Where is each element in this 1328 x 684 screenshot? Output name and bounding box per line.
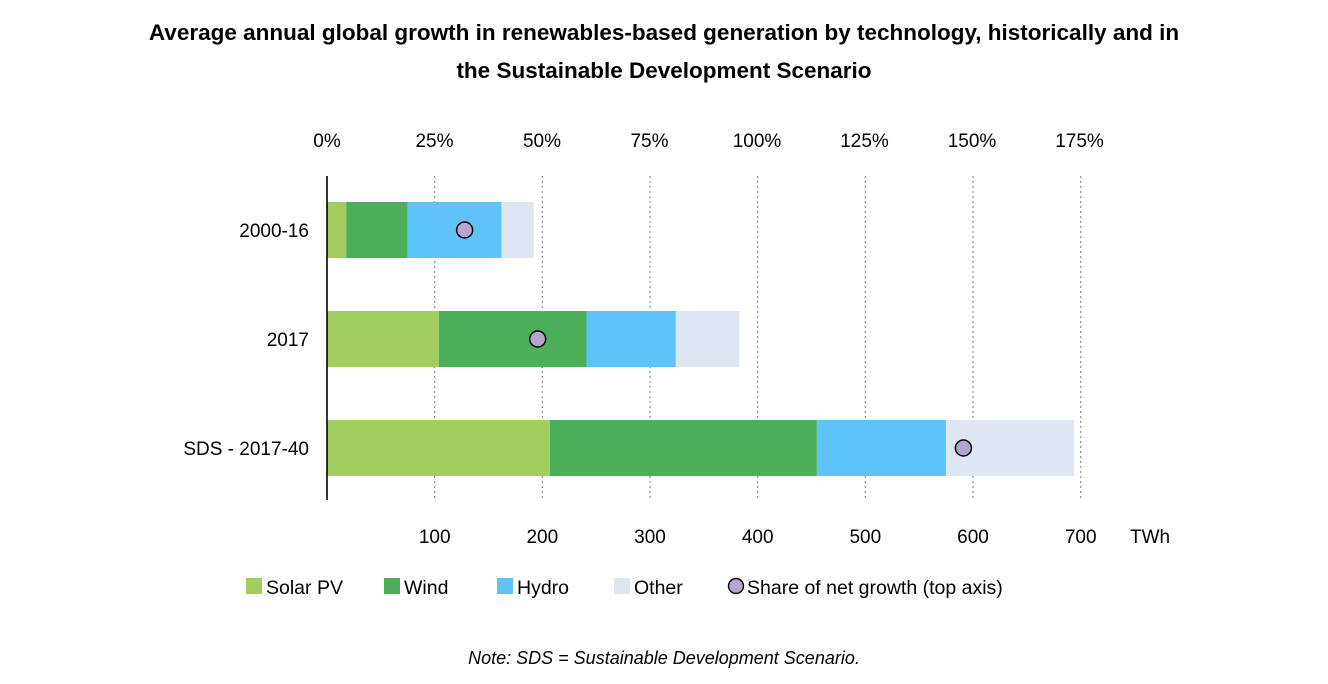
legend-swatch-hydro — [497, 578, 513, 594]
marker-share-0 — [455, 221, 474, 239]
bar-solar-pv-sds-2017-40 — [327, 420, 550, 476]
category-label-0: 2000-16 — [239, 221, 309, 242]
bar-other-2017 — [675, 311, 740, 367]
top-tick-label-1: 25% — [415, 131, 453, 152]
category-label-2: SDS - 2017-40 — [183, 439, 309, 460]
top-tick-label-6: 150% — [948, 131, 997, 152]
top-tick-label-5: 125% — [840, 131, 889, 152]
bottom-tick-label-4: 500 — [849, 527, 881, 548]
legend-label-hydro: Hydro — [517, 577, 569, 599]
top-tick-label-0: 0% — [313, 131, 341, 152]
legend-swatch-other — [614, 578, 630, 594]
marker-share-2 — [954, 439, 973, 457]
top-tick-label-7: 175% — [1055, 131, 1104, 152]
legend-label-other: Other — [634, 577, 683, 599]
bottom-tick-label-6: 700 — [1065, 527, 1097, 548]
top-tick-label-2: 50% — [523, 131, 561, 152]
chart-note: Note: SDS = Sustainable Development Scen… — [468, 648, 860, 668]
bar-hydro-2000-16 — [407, 202, 502, 258]
bottom-tick-label-0: 100 — [419, 527, 451, 548]
chart-title: Average annual global growth in renewabl… — [0, 14, 1328, 90]
bar-wind-2017 — [438, 311, 587, 367]
chart-title-line-2: the Sustainable Development Scenario — [456, 58, 872, 83]
marker-share-1 — [528, 330, 547, 348]
legend-label-share-of-net-growth-top-axis: Share of net growth (top axis) — [747, 577, 1003, 599]
legend-label-wind: Wind — [404, 577, 448, 599]
top-tick-label-4: 100% — [733, 131, 782, 152]
bar-solar-pv-2000-16 — [327, 202, 347, 258]
category-label-1: 2017 — [267, 330, 309, 351]
legend-marker-share-of-net-growth-top-axis — [727, 577, 745, 595]
bottom-tick-label-2: 300 — [634, 527, 666, 548]
legend-label-solar-pv: Solar PV — [266, 577, 343, 599]
bottom-tick-label-3: 400 — [742, 527, 774, 548]
bar-wind-sds-2017-40 — [549, 420, 817, 476]
bar-other-2000-16 — [501, 202, 534, 258]
bar-wind-2000-16 — [346, 202, 408, 258]
top-tick-label-3: 75% — [630, 131, 668, 152]
bar-hydro-2017 — [586, 311, 676, 367]
bottom-tick-label-5: 600 — [957, 527, 989, 548]
bar-solar-pv-2017 — [327, 311, 439, 367]
bar-hydro-sds-2017-40 — [816, 420, 947, 476]
bottom-tick-label-1: 200 — [526, 527, 558, 548]
x-axis-unit: TWh — [1130, 527, 1170, 548]
legend-swatch-wind — [384, 578, 400, 594]
chart-title-line-1: Average annual global growth in renewabl… — [148, 20, 1180, 45]
legend-swatch-solar-pv — [246, 578, 262, 594]
